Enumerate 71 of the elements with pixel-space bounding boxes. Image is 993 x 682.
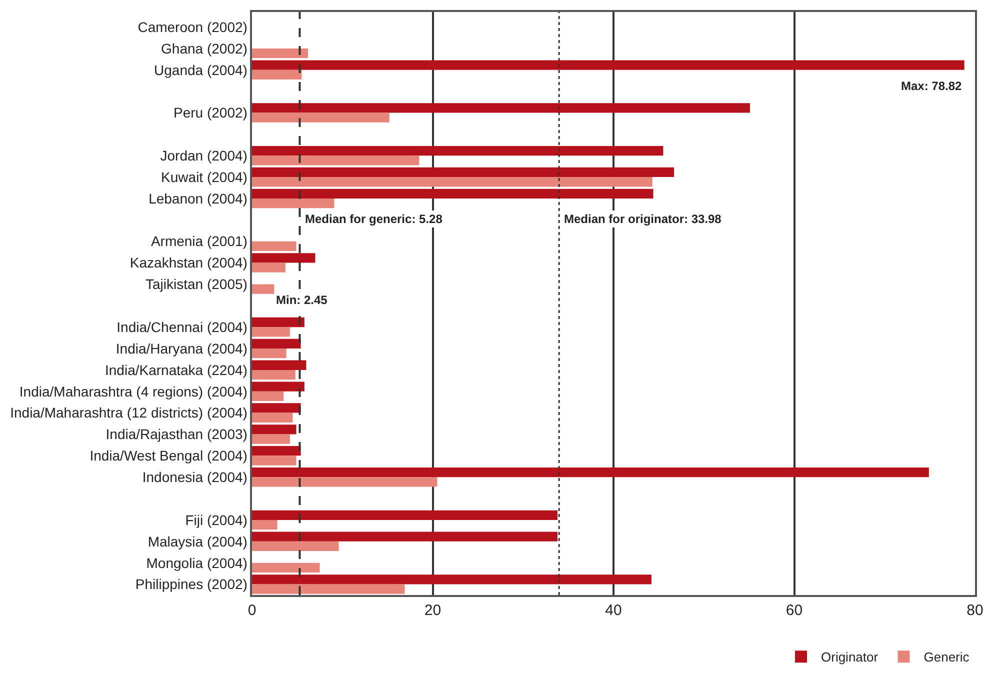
y-tick-label: Malaysia (2004): [148, 533, 248, 550]
bar: [252, 403, 301, 413]
y-tick-label: Ghana (2002): [161, 40, 248, 56]
bar: [252, 424, 296, 434]
y-tick-label: Philippines (2002): [135, 576, 248, 592]
y-tick-label: Kazakhstan (2004): [130, 254, 248, 271]
y-tick-label: India/Rajasthan (2003): [106, 426, 248, 442]
bar: [252, 241, 296, 251]
y-tick-label: Tajikistan (2005): [146, 276, 248, 292]
bar: [252, 284, 274, 294]
bar: [252, 562, 320, 572]
bar: [252, 348, 286, 358]
bar: [252, 456, 296, 466]
bar: [252, 253, 316, 263]
y-tick-label: India/Haryana (2004): [116, 340, 248, 356]
bar: [252, 188, 654, 198]
x-tick-label: 60: [786, 602, 803, 619]
legend-label: Generic: [924, 650, 970, 665]
y-tick-label: Peru (2002): [174, 104, 248, 121]
bar: [252, 520, 278, 530]
bar: [252, 60, 964, 70]
bar: [252, 70, 302, 80]
y-tick-label: Mongolia (2004): [146, 554, 248, 571]
bar: [252, 382, 304, 392]
y-tick-label: Uganda (2004): [154, 62, 248, 78]
bar: [252, 317, 304, 328]
bar: [252, 446, 301, 456]
bar: [252, 177, 652, 187]
bar: [252, 338, 301, 349]
x-tick-label: 20: [424, 602, 442, 619]
y-tick-label: Lebanon (2004): [148, 190, 248, 206]
y-tick-label: Fiji (2004): [185, 512, 248, 528]
bar: [252, 434, 290, 444]
annotation: Min: 2.45: [276, 293, 328, 307]
y-tick-label: India/West Bengal (2004): [90, 448, 248, 464]
bar: [252, 532, 558, 542]
bar: [252, 167, 674, 178]
bar: [252, 574, 652, 584]
y-tick-label: Kuwait (2004): [161, 168, 248, 185]
y-tick-label: Cameroon (2002): [138, 18, 248, 35]
bar: [252, 360, 306, 370]
bar: [252, 146, 664, 156]
bar: [252, 370, 296, 380]
bar: [252, 198, 334, 208]
x-tick-label: 0: [248, 602, 256, 619]
bar: [252, 584, 405, 594]
y-tick-label: India/Chennai (2004): [116, 318, 248, 335]
bar: [252, 48, 308, 58]
y-tick-label: India/Maharashtra (12 districts) (2004): [10, 404, 248, 421]
annotation: Max: 78.82: [901, 79, 962, 93]
y-tick-label: Jordan (2004): [160, 148, 248, 164]
x-tick-label: 40: [605, 602, 622, 619]
bar: [252, 477, 438, 487]
bar: [252, 262, 286, 272]
bar: [252, 412, 293, 422]
y-tick-label: India/Karnataka (2204): [105, 362, 248, 378]
ref-line-label: Median for generic: 5.28: [305, 212, 443, 226]
bar: [252, 156, 420, 166]
bar: [252, 510, 558, 520]
bar: [252, 391, 284, 402]
y-tick-label: Indonesia (2004): [142, 469, 248, 486]
bar: [252, 467, 929, 478]
x-tick-label: 80: [966, 602, 984, 619]
bar: [252, 112, 390, 122]
bar: [252, 327, 290, 337]
ref-line-label: Median for originator: 33.98: [564, 212, 722, 226]
y-tick-label: Armenia (2001): [150, 233, 248, 250]
y-tick-label: India/Maharashtra (4 regions) (2004): [19, 383, 248, 400]
bar: [252, 103, 750, 113]
legend-label: Originator: [821, 650, 879, 665]
bar: [252, 541, 339, 552]
